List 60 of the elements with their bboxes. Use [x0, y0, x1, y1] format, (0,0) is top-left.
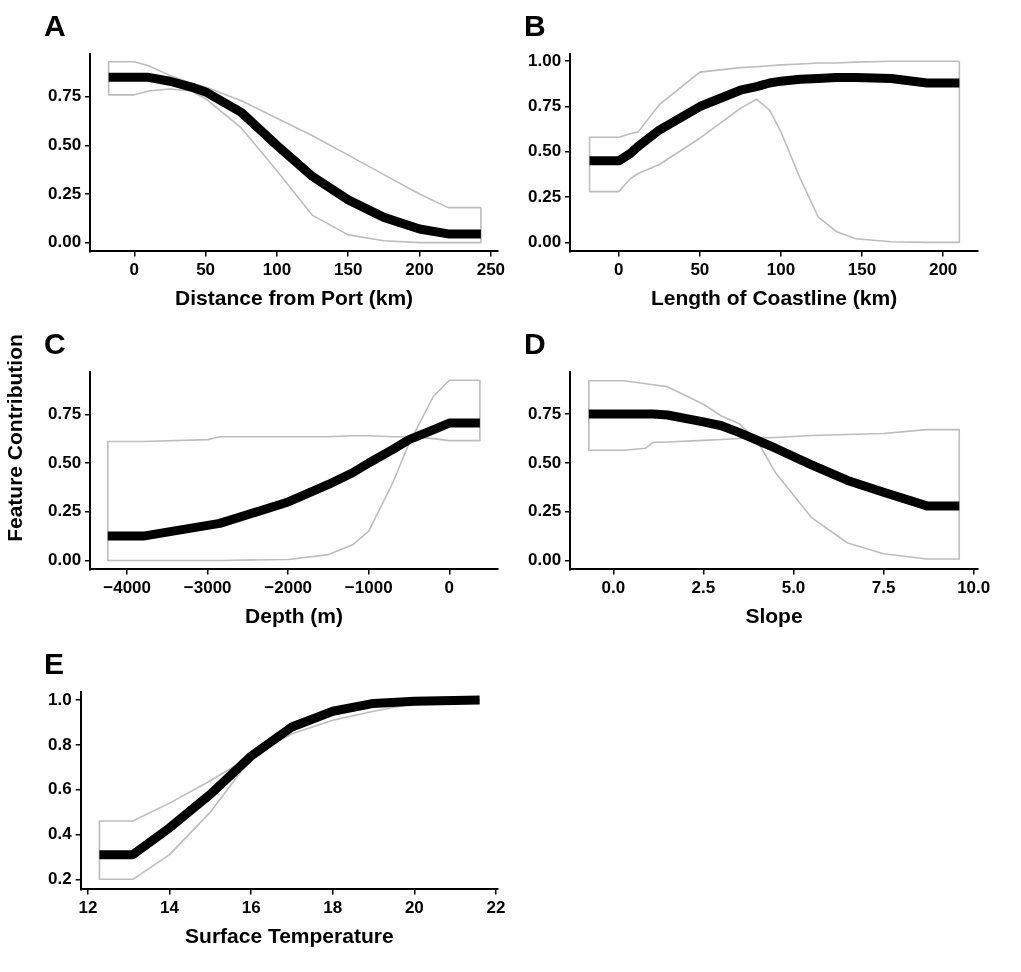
x-tick-label: 10.0	[957, 578, 991, 598]
y-tick-label: 0.00	[47, 232, 82, 252]
y-tick-label: 0.25	[47, 183, 82, 203]
x-tick-label: 0	[614, 260, 624, 280]
x-tick-label: 100	[766, 260, 796, 280]
y-tick-label: 0.50	[47, 452, 82, 472]
y-tick-label: 0.50	[527, 141, 562, 161]
y-tick-label: 0.75	[47, 403, 82, 423]
y-tick-label: 0.50	[47, 135, 82, 155]
x-tick-label: 200	[928, 260, 958, 280]
x-tick-label: 150	[334, 260, 363, 280]
y-tick-label: 0.2	[47, 869, 72, 888]
x-tick-label: 2.5	[691, 578, 716, 598]
x-tick-label: 20	[404, 898, 424, 918]
y-tick-label: 1.00	[527, 50, 562, 70]
x-axis-title: Surface Temperature	[185, 924, 394, 948]
x-tick-label: 100	[262, 260, 292, 280]
x-tick-label: 0	[444, 578, 455, 598]
chart-title: C	[44, 327, 66, 361]
y-tick-label: 0.25	[527, 501, 562, 521]
x-tick-label: 14	[160, 898, 180, 918]
x-tick-label: −1000	[344, 578, 393, 598]
x-tick-label: −3000	[183, 578, 232, 598]
x-tick-label: −4000	[103, 578, 152, 598]
chart-title: B	[524, 9, 546, 43]
x-tick-label: 200	[405, 260, 434, 280]
chart-title: D	[524, 327, 546, 361]
x-tick-label: 50	[196, 260, 216, 280]
y-tick-label: 0.00	[47, 550, 82, 570]
x-tick-label: 150	[847, 260, 877, 280]
y-tick-label: 0.75	[527, 96, 562, 116]
y-axis-title: Feature Contribution	[2, 334, 27, 542]
x-tick-label: 12	[78, 898, 98, 918]
chart-title: A	[44, 9, 66, 43]
y-tick-label: 0.25	[527, 186, 562, 206]
y-tick-label: 0.00	[527, 550, 562, 570]
x-axis-title: Slope	[745, 604, 803, 628]
x-tick-label: 0.0	[601, 578, 626, 598]
y-tick-label: 1.0	[47, 689, 72, 709]
x-tick-label: 18	[323, 898, 343, 918]
y-tick-label: 0.6	[47, 779, 72, 799]
y-tick-label: 0.00	[527, 232, 562, 252]
y-tick-label: 0.8	[47, 734, 72, 754]
y-tick-label: 0.75	[527, 403, 562, 423]
x-tick-label: 16	[241, 898, 261, 918]
x-tick-label: −2000	[264, 578, 313, 598]
x-tick-label: 22	[486, 898, 506, 918]
y-tick-label: 0.4	[47, 824, 73, 844]
x-tick-label: 0	[129, 260, 140, 280]
x-tick-label: 250	[476, 260, 506, 280]
x-axis-title: Distance from Port (km)	[175, 286, 414, 310]
x-tick-label: 5.0	[781, 578, 806, 598]
y-tick-label: 0.25	[47, 501, 82, 521]
chart-title: E	[44, 647, 65, 681]
y-tick-label: 0.50	[527, 452, 562, 472]
x-axis-title: Depth (m)	[245, 604, 344, 628]
x-axis-title: Length of Coastline (km)	[650, 286, 898, 310]
x-tick-label: 50	[690, 260, 710, 280]
x-tick-label: 7.5	[871, 578, 896, 598]
y-tick-label: 0.75	[47, 86, 82, 106]
